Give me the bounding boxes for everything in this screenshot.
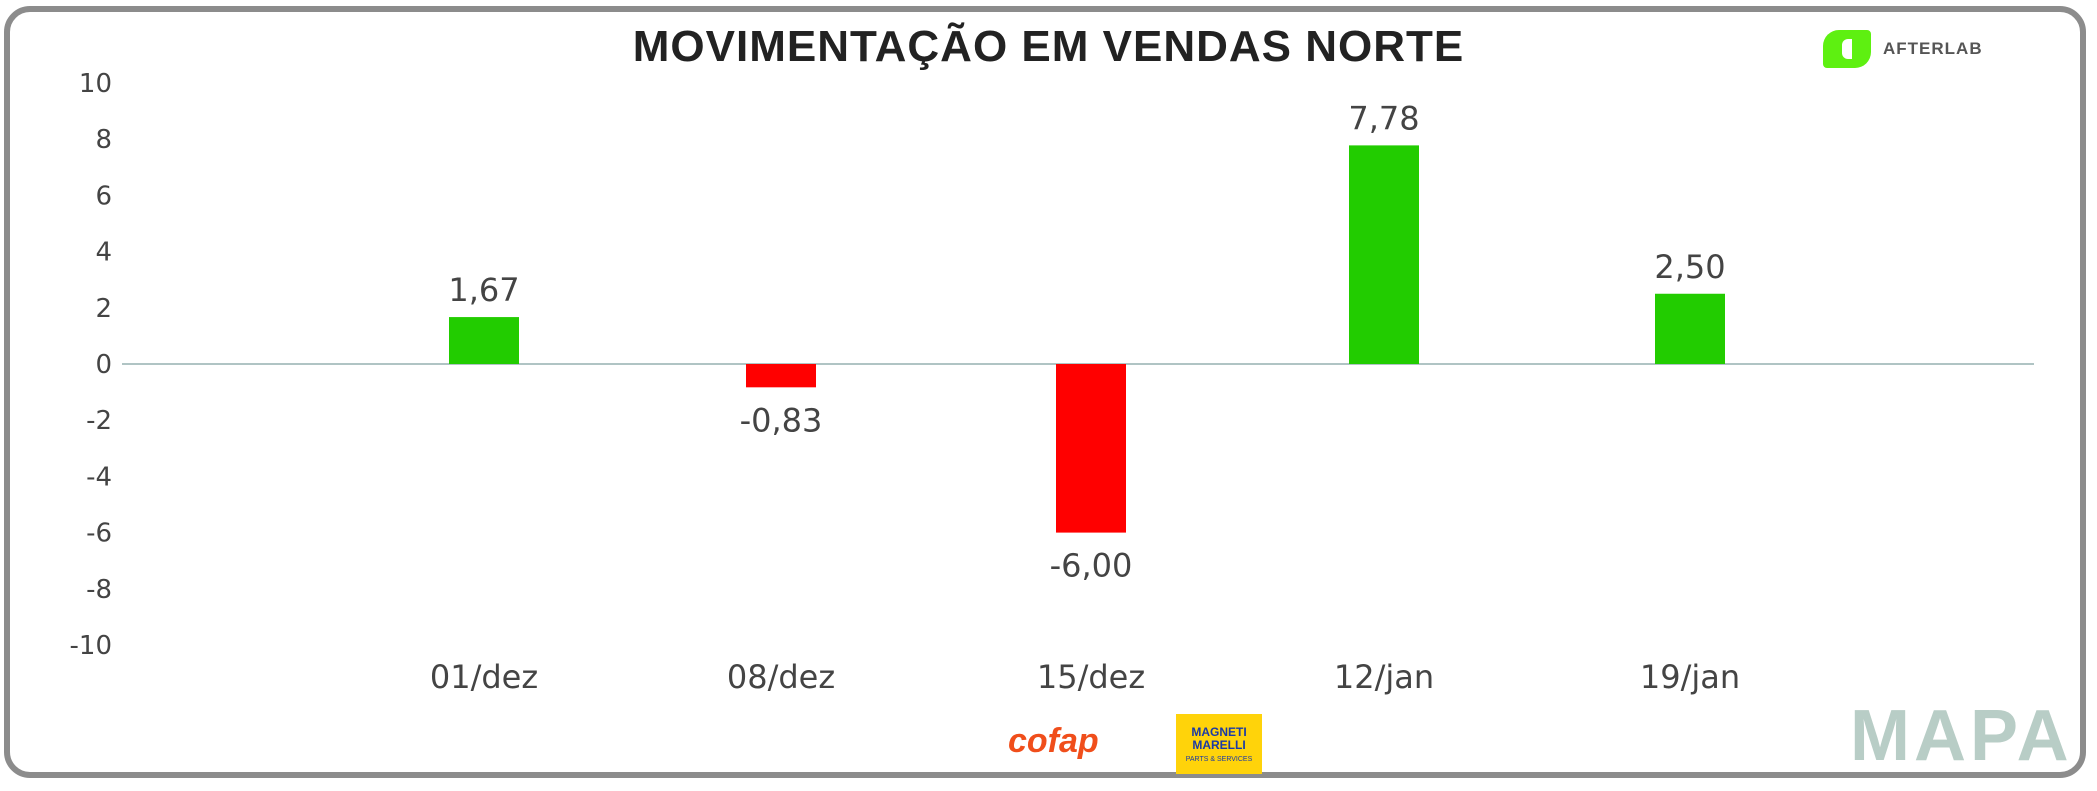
bar-08/dez [746, 364, 816, 388]
data-label: 1,67 [448, 271, 519, 309]
chart-title: MOVIMENTAÇÃO EM VENDAS NORTE [632, 22, 1465, 71]
bar-01/dez [449, 317, 519, 364]
x-tick-label: 08/dez [727, 658, 835, 696]
data-label: 2,50 [1654, 248, 1725, 286]
y-tick-label: -4 [86, 462, 112, 492]
data-label: -0,83 [740, 401, 823, 439]
y-tick-label: 0 [95, 350, 112, 380]
afterlab-logo: AFTERLAB [1823, 30, 1983, 68]
x-tick-label: 12/jan [1334, 658, 1434, 696]
y-tick-label: -8 [86, 575, 112, 605]
y-tick-label: 2 [95, 294, 112, 324]
y-tick-label: -6 [86, 519, 112, 549]
chart-frame [4, 6, 2086, 778]
afterlab-logo-icon [1823, 30, 1871, 68]
y-tick-label: 8 [95, 125, 112, 155]
y-tick-label: -10 [70, 631, 112, 661]
x-tick-label: 01/dez [430, 658, 538, 696]
x-tick-label: 19/jan [1640, 658, 1740, 696]
data-label: -6,00 [1050, 547, 1133, 585]
afterlab-logo-text: AFTERLAB [1883, 39, 1983, 58]
bar-12/jan [1349, 145, 1419, 364]
bar-15/dez [1056, 364, 1126, 533]
y-tick-label: 4 [95, 238, 112, 268]
x-tick-label: 15/dez [1037, 658, 1145, 696]
bar-19/jan [1655, 293, 1725, 364]
magneti-marelli-logo: MAGNETI MARELLI PARTS & SERVICES [1176, 714, 1262, 774]
cofap-logo: cofap [1008, 722, 1099, 760]
y-tick-label: -2 [86, 406, 112, 436]
magneti-logo-text: MAGNETI MARELLI [1191, 724, 1247, 752]
mapa-logo: MAPA [1850, 696, 2073, 776]
data-label: 7,78 [1348, 99, 1419, 137]
y-tick-label: 6 [95, 181, 112, 211]
magneti-logo-sub: PARTS & SERVICES [1185, 755, 1253, 763]
y-tick-label: 10 [79, 69, 112, 99]
